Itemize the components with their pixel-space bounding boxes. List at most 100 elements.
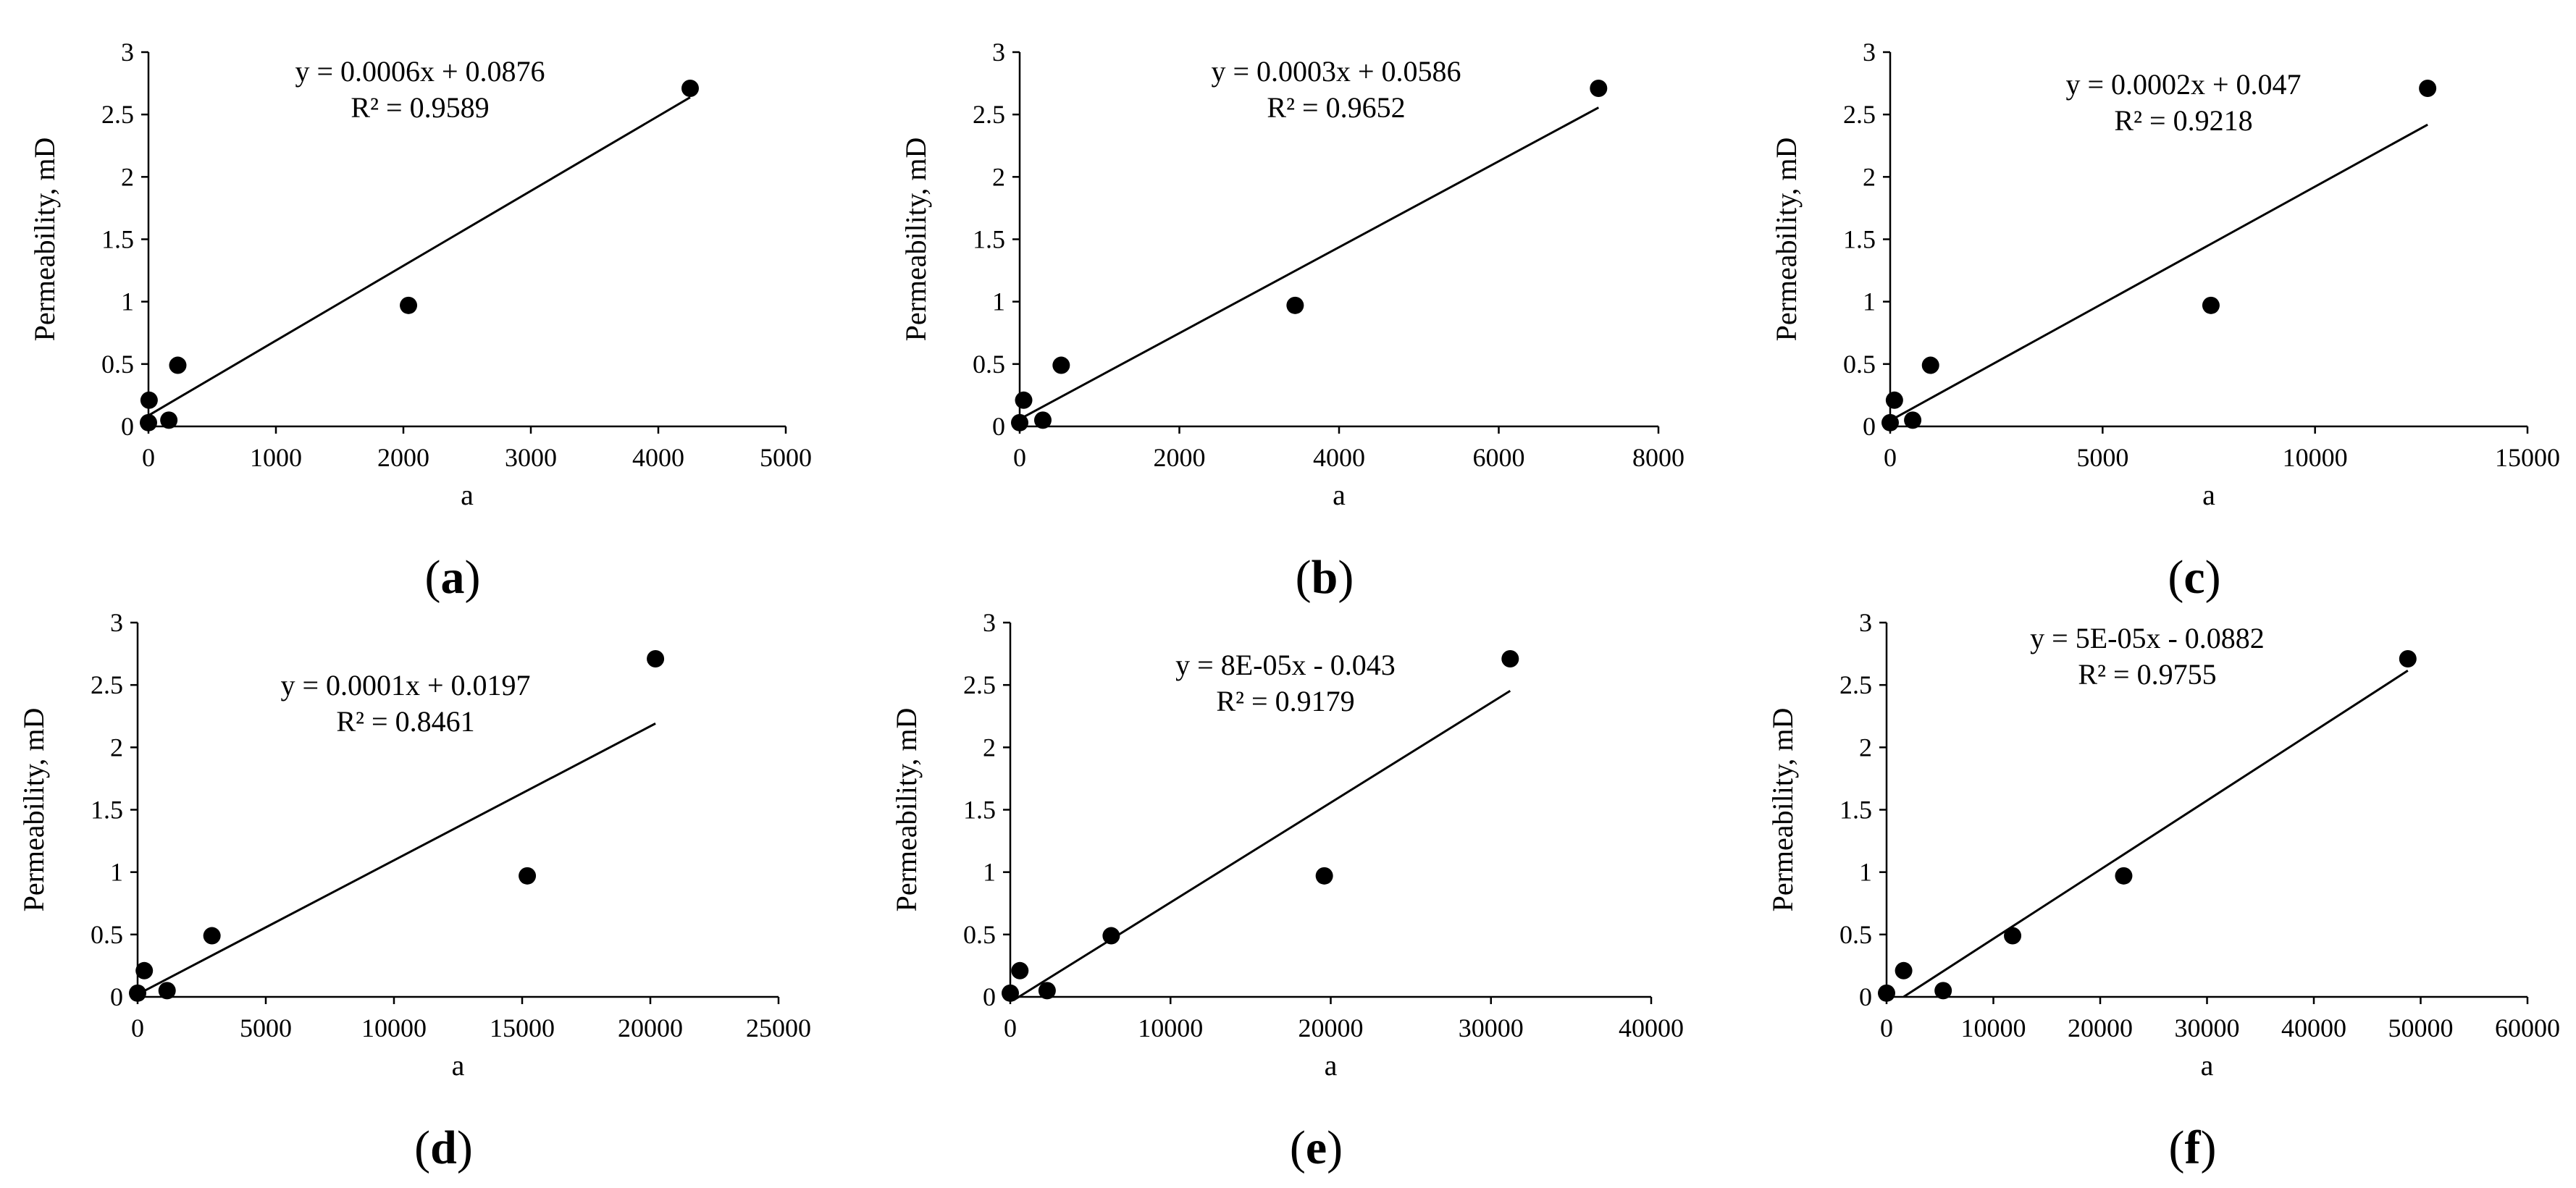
data-point [203, 927, 221, 945]
y-tick-label: 1.5 [1839, 796, 1872, 825]
y-tick-label: 1.5 [101, 225, 134, 254]
y-tick-label: 2.5 [1843, 100, 1876, 129]
x-axis-title: a [1325, 1049, 1338, 1082]
y-tick-label: 2 [1863, 162, 1876, 191]
y-tick-label: 1.5 [91, 796, 123, 825]
panel-label-close-paren: ) [1327, 1121, 1343, 1174]
trendline [1019, 106, 1600, 421]
data-point [1033, 411, 1052, 429]
y-tick-label: 2.5 [973, 100, 1005, 129]
y-tick-label: 2 [992, 162, 1005, 191]
panel-label-letter: e [1306, 1121, 1327, 1174]
trendline-equation: y = 0.0006x + 0.0876 [295, 55, 545, 88]
data-point [1904, 411, 1922, 429]
y-tick-label: 3 [1859, 608, 1872, 637]
panel-label-letter: c [2183, 551, 2204, 604]
data-point [1921, 356, 1939, 374]
trendline [1889, 123, 2428, 422]
y-tick-label: 2.5 [91, 670, 123, 699]
trendline-equation: y = 0.0001x + 0.0197 [280, 669, 530, 702]
data-point [1052, 356, 1070, 374]
panel-label-open-paren: ( [425, 551, 441, 604]
data-point [2202, 296, 2220, 314]
x-tick-label: 0 [1880, 1014, 1893, 1042]
x-tick-label: 40000 [1619, 1014, 1684, 1042]
panel-label-letter: f [2185, 1121, 2202, 1174]
x-tick-label: 50000 [2388, 1014, 2454, 1042]
data-point [1011, 961, 1029, 980]
r-squared-label: R² = 0.9179 [1216, 685, 1354, 717]
data-point [1934, 982, 1952, 1000]
panel-label: (e) [1290, 1121, 1343, 1174]
y-tick-label: 1.5 [973, 225, 1005, 254]
y-tick-label: 2 [1859, 733, 1872, 762]
y-tick-label: 3 [110, 608, 123, 637]
x-tick-label: 0 [142, 443, 155, 472]
y-tick-label: 1 [983, 858, 996, 887]
data-point [2419, 79, 2437, 97]
data-point [158, 982, 176, 1000]
y-tick-label: 1 [1863, 287, 1876, 316]
data-point [169, 356, 187, 374]
chart-panel-e: 0 0.5 1 1.5 2 2.5 3 0 10000 20000 30000 40000 a Perme… [890, 608, 1684, 1174]
data-point [647, 649, 665, 667]
y-tick-label: 0.5 [101, 350, 134, 379]
x-axis-title: a [1333, 479, 1346, 511]
data-point [1590, 79, 1608, 97]
trendline [1902, 670, 2409, 998]
data-point [1038, 982, 1056, 1000]
panel-label-close-paren: ) [465, 551, 481, 604]
panel-label-open-paren: ( [2169, 1121, 2185, 1174]
y-axis-title: Permeability, mD [1766, 708, 1799, 912]
x-tick-label: 5000 [760, 443, 812, 472]
x-tick-label: 0 [1004, 1014, 1017, 1042]
y-tick-label: 0 [110, 982, 123, 1011]
chart-panel-f: 0 0.5 1 1.5 2 2.5 3 0 10000 20000 30000 40000 50000 6… [1766, 608, 2560, 1174]
data-point [1315, 867, 1333, 885]
x-tick-label: 20000 [1299, 1014, 1364, 1042]
y-tick-label: 0 [1859, 982, 1872, 1011]
x-tick-label: 0 [131, 1014, 144, 1042]
y-tick-label: 0 [992, 412, 1005, 441]
data-point [1885, 391, 1903, 409]
data-point [135, 961, 154, 980]
panel-label-open-paren: ( [1290, 1121, 1306, 1174]
panel-label-letter: b [1312, 551, 1338, 604]
y-tick-label: 0.5 [973, 350, 1005, 379]
y-tick-label: 2 [983, 733, 996, 762]
r-squared-label: R² = 0.9218 [2114, 104, 2252, 137]
y-axis-title: Permeability, mD [28, 138, 61, 342]
data-point [1286, 296, 1304, 314]
data-point [1002, 984, 1019, 1002]
y-tick-label: 2 [110, 733, 123, 762]
x-tick-label: 10000 [1961, 1014, 2026, 1042]
x-tick-label: 10000 [2283, 443, 2348, 472]
x-axis-title: a [2201, 1049, 2214, 1082]
x-tick-label: 8000 [1632, 443, 1685, 472]
x-tick-label: 4000 [1313, 443, 1365, 472]
data-point [1102, 927, 1120, 945]
y-tick-label: 3 [121, 38, 134, 67]
data-point [1015, 391, 1033, 409]
panel-label-open-paren: ( [1296, 551, 1312, 604]
data-point [140, 413, 157, 431]
trendline [1012, 689, 1511, 1001]
x-tick-label: 30000 [1459, 1014, 1524, 1042]
x-tick-label: 6000 [1473, 443, 1525, 472]
y-tick-label: 3 [992, 38, 1005, 67]
y-tick-label: 2 [121, 162, 134, 191]
y-tick-label: 0.5 [1839, 920, 1872, 949]
x-tick-label: 20000 [2068, 1014, 2133, 1042]
y-tick-label: 0.5 [963, 920, 996, 949]
x-tick-label: 30000 [2175, 1014, 2240, 1042]
x-axis-title: a [461, 479, 474, 511]
y-axis-title: Permeability, mD [1770, 138, 1803, 342]
y-tick-label: 1.5 [963, 796, 996, 825]
x-tick-label: 10000 [1138, 1014, 1203, 1042]
y-tick-label: 0 [1863, 412, 1876, 441]
data-point [1011, 413, 1028, 431]
r-squared-label: R² = 0.8461 [336, 705, 474, 738]
r-squared-label: R² = 0.9589 [351, 91, 489, 124]
panel-label: (a) [425, 551, 481, 604]
